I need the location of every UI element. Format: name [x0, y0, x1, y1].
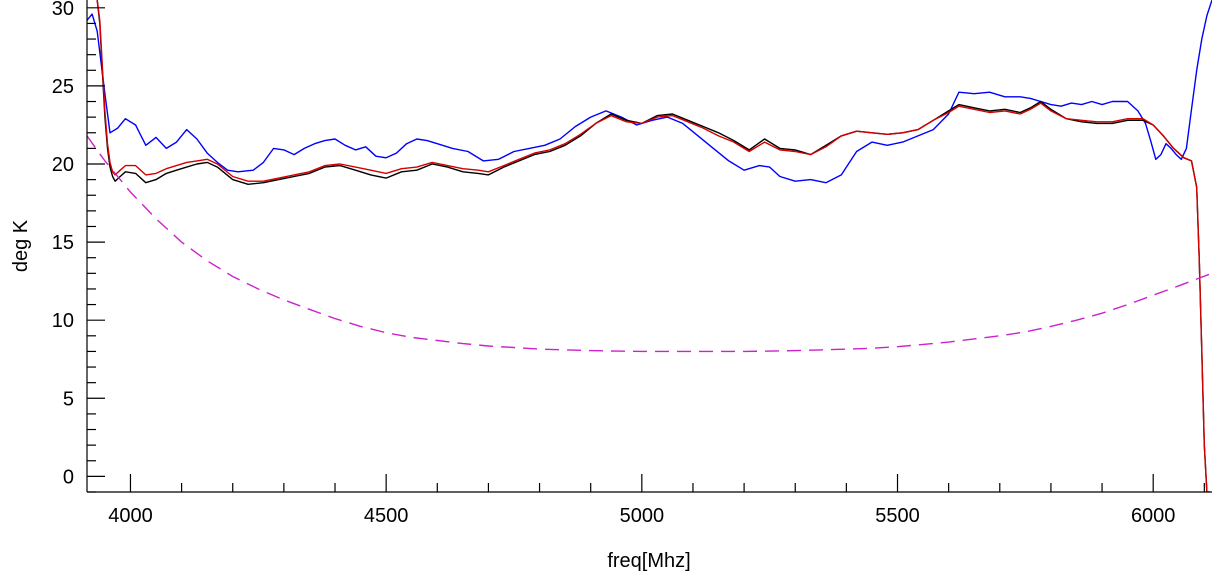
- y-tick-label: 30: [52, 0, 74, 20]
- y-tick-label: 20: [52, 154, 74, 176]
- y-tick-label: 0: [63, 466, 74, 488]
- y-tick-label: 15: [52, 232, 74, 254]
- axis-layer: [86, 0, 1212, 493]
- series-line-3: [96, 0, 1210, 492]
- series-line-2: [96, 0, 1210, 492]
- x-tick-label: 5500: [875, 505, 920, 527]
- x-axis-label: freq[Mhz]: [607, 550, 690, 572]
- x-tick-label: 6000: [1131, 505, 1176, 527]
- series-layer: [87, 0, 1212, 492]
- y-tick-label: 5: [63, 388, 74, 410]
- series-line-4: [87, 135, 1212, 353]
- x-tick-label: 4000: [108, 505, 153, 527]
- x-tick-label: 4500: [364, 505, 409, 527]
- series-line-1: [87, 0, 1212, 184]
- y-axis-label: deg K: [10, 219, 32, 272]
- x-ticks: 4000 4500 5000 5500 6000: [108, 474, 1205, 527]
- y-tick-label: 10: [52, 310, 74, 332]
- x-tick-label: 5000: [620, 505, 665, 527]
- y-tick-label: 25: [52, 76, 74, 98]
- y-ticks: 0 5 10 15 20 25 30: [52, 0, 105, 493]
